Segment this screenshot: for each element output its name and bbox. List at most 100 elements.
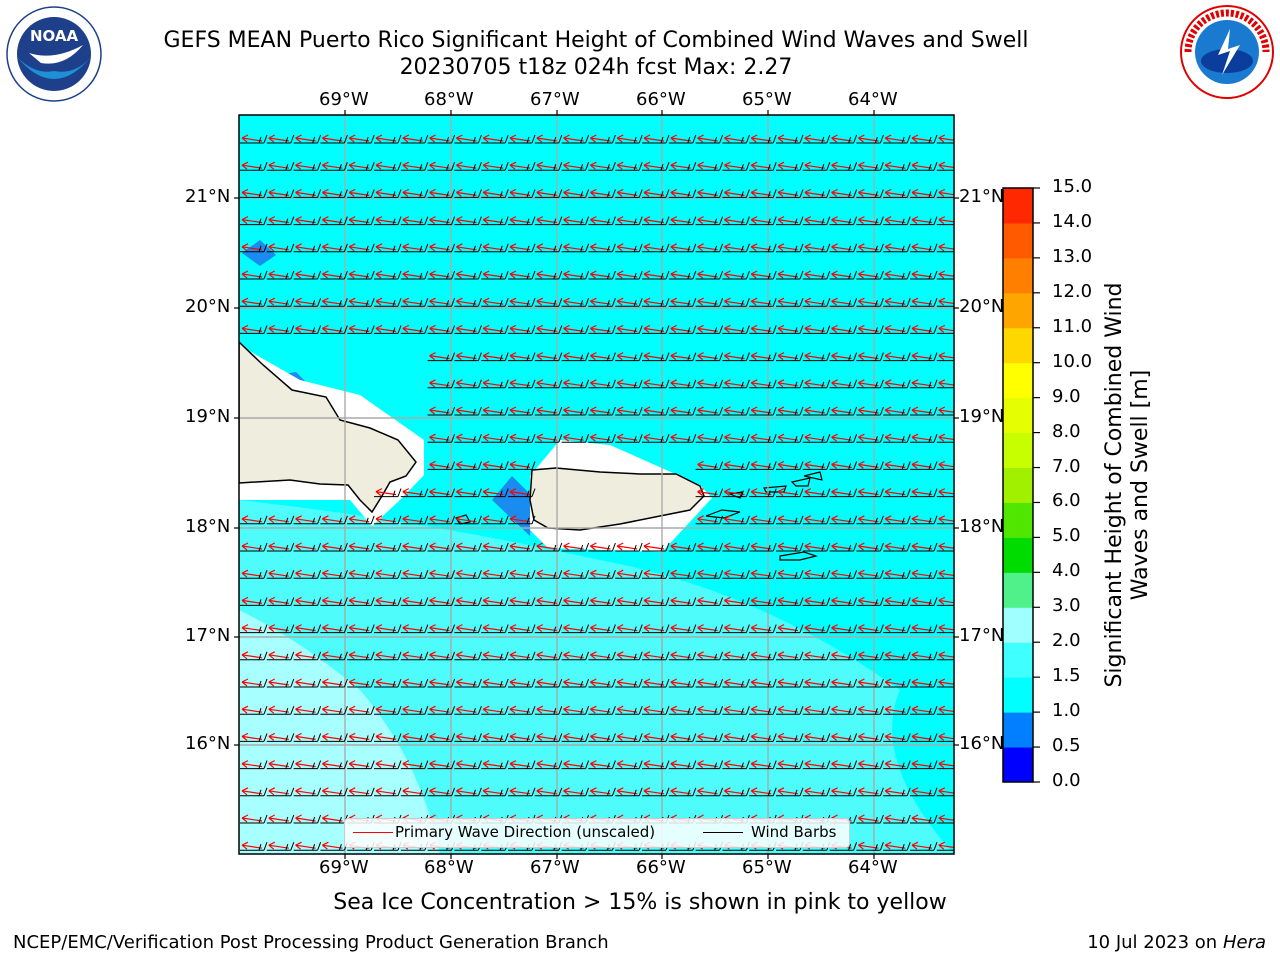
wave-direction-arrow [268, 651, 289, 660]
lon-label-top: 64°W [848, 89, 898, 110]
wave-direction-arrow [858, 542, 879, 551]
wave-direction-arrow [831, 705, 852, 714]
wave-direction-arrow [804, 161, 825, 170]
wind-barb [615, 406, 643, 416]
colorbar-tick-label: 11.0 [1052, 315, 1093, 337]
wave-direction-arrow [724, 134, 745, 143]
wind-barb [668, 651, 697, 661]
colorbar-tick-label: 8.0 [1052, 420, 1081, 442]
wave-direction-arrow [563, 188, 584, 197]
wind-barb [695, 570, 724, 579]
wave-direction-arrow [241, 705, 263, 714]
wave-direction-arrow [295, 787, 316, 796]
wind-barb [508, 270, 536, 280]
wind-barb [883, 270, 911, 280]
colorbar-segment [1003, 642, 1033, 678]
wind-barb [642, 678, 670, 688]
wave-direction-arrow [348, 161, 370, 170]
wave-direction-arrow [402, 678, 423, 687]
wave-direction-arrow [777, 406, 799, 415]
wave-direction-arrow [348, 297, 370, 306]
wave-direction-arrow [777, 678, 799, 687]
wave-direction-arrow [697, 161, 718, 170]
wind-barb [829, 243, 858, 253]
wind-barb [615, 733, 643, 742]
wave-direction-arrow [911, 624, 933, 633]
wind-barb [615, 624, 643, 634]
wave-direction-arrow [670, 406, 691, 415]
wind-barb [802, 461, 831, 470]
wind-barb [749, 406, 777, 416]
wave-direction-arrow [911, 732, 933, 741]
wave-direction-arrow [482, 460, 504, 469]
wind-barb [749, 134, 777, 144]
wind-barb [936, 360, 954, 362]
wind-barb [347, 760, 375, 770]
wind-barb [400, 542, 429, 552]
wave-direction-arrow [509, 188, 531, 197]
wind-barb [695, 597, 724, 606]
wind-barb [615, 706, 643, 715]
lat-label-left: 18°N [185, 516, 231, 537]
wind-barb [776, 651, 804, 661]
wind-barb [508, 243, 536, 253]
wave-direction-arrow [563, 324, 584, 333]
wind-barb [776, 706, 804, 715]
wind-barb [776, 216, 804, 226]
colorbar-segment [1003, 607, 1033, 643]
wave-direction-arrow [322, 678, 343, 687]
wave-direction-arrow [241, 270, 263, 279]
wave-direction-arrow [268, 324, 289, 333]
wind-barb [374, 760, 402, 770]
wave-direction-arrow [938, 324, 954, 333]
wind-barb [695, 270, 724, 280]
wind-barb [776, 189, 804, 198]
wave-direction-arrow [777, 569, 799, 578]
wind-barb [749, 298, 777, 307]
wind-barb [266, 678, 295, 688]
wind-barb [454, 624, 482, 634]
wind-barb [293, 651, 322, 661]
wave-direction-arrow [241, 542, 263, 551]
wind-barb [534, 733, 563, 742]
wave-direction-arrow [938, 814, 954, 823]
wave-direction-arrow [911, 216, 933, 225]
wave-direction-arrow [938, 161, 954, 170]
wave-direction-arrow [482, 134, 504, 143]
wind-barb [266, 189, 295, 198]
wind-barb [856, 787, 884, 797]
wind-barb [695, 243, 724, 253]
wave-direction-arrow [268, 624, 289, 633]
wind-barb [883, 624, 911, 634]
wave-direction-arrow [295, 542, 316, 551]
wind-barb [802, 243, 831, 253]
wind-barb [481, 597, 509, 606]
wind-barb [320, 298, 348, 307]
wind-barb [936, 332, 954, 334]
wind-barb [910, 624, 938, 634]
colorbar-segment [1003, 362, 1033, 399]
wave-direction-arrow [322, 270, 343, 279]
wave-direction-arrow [295, 678, 316, 687]
wind-barb [534, 216, 563, 226]
lat-label-right: 17°N [959, 625, 1005, 646]
wind-barb [615, 298, 643, 307]
island-mona [455, 514, 471, 525]
wind-barb [347, 270, 375, 280]
wind-barb [883, 787, 911, 797]
wave-direction-arrow [563, 216, 584, 225]
wind-barb [829, 570, 858, 579]
wind-barb [374, 298, 402, 307]
wave-direction-arrow [563, 352, 584, 361]
wave-direction-arrow [375, 270, 397, 279]
wave-direction-arrow [429, 134, 450, 143]
wave-direction-arrow [482, 542, 504, 551]
wind-barb [722, 216, 750, 226]
wind-barb [722, 134, 750, 144]
wind-barb [936, 523, 954, 525]
wave-direction-arrow [804, 651, 825, 660]
wind-barb [508, 624, 536, 634]
wind-barb [508, 352, 536, 362]
wind-barb [936, 224, 954, 226]
wind-barb [561, 542, 590, 552]
